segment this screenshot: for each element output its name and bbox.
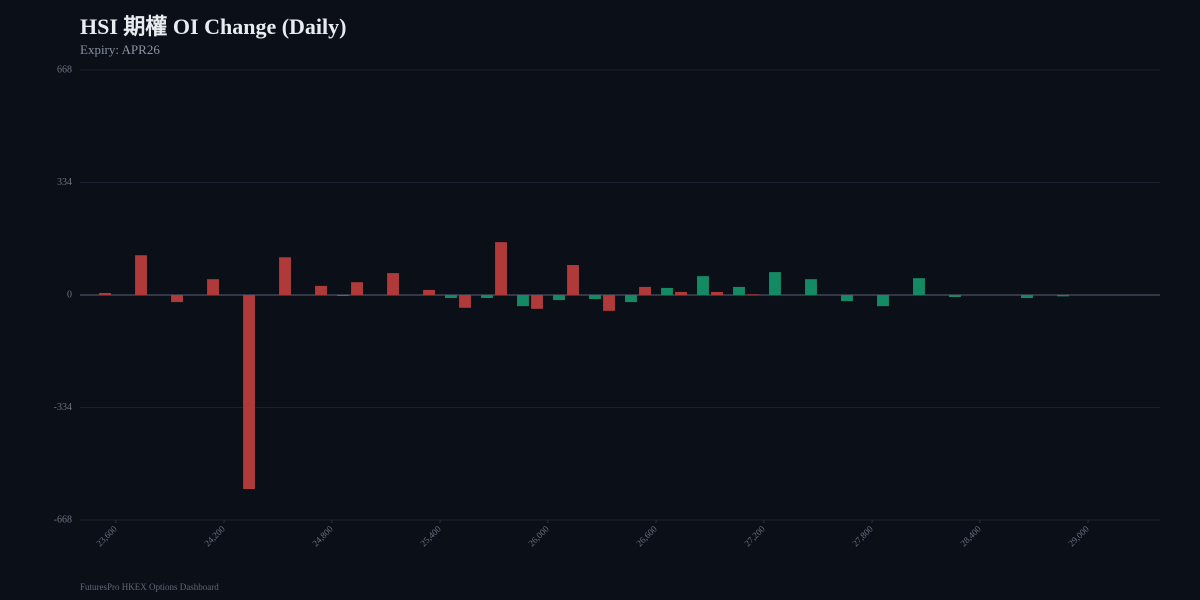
- x-tick-label: 25,400: [418, 523, 443, 548]
- chart-title: HSI 期權 OI Change (Daily): [80, 14, 346, 39]
- bar: [553, 295, 565, 301]
- bar: [567, 265, 579, 295]
- bar: [517, 295, 529, 307]
- bar: [913, 278, 925, 295]
- x-tick-label: 26,600: [634, 523, 659, 548]
- bar: [711, 291, 723, 295]
- bar: [639, 286, 651, 295]
- bar: [135, 255, 147, 295]
- bar: [697, 276, 709, 295]
- x-tick-label: 29,000: [1066, 523, 1091, 548]
- chart-subtitle: Expiry: APR26: [80, 42, 160, 57]
- bar: [1057, 295, 1069, 297]
- x-tick-label: 23,600: [94, 523, 119, 548]
- bar: [337, 295, 349, 297]
- bar: [387, 273, 399, 295]
- bar: [589, 295, 601, 300]
- bar: [661, 287, 673, 295]
- x-tick-label: 27,800: [850, 523, 875, 548]
- bar: [171, 295, 183, 303]
- x-tick-label: 28,400: [958, 523, 983, 548]
- bar: [675, 291, 687, 295]
- y-tick-label: 334: [57, 177, 72, 188]
- y-tick-label: 0: [67, 289, 72, 300]
- bar: [243, 295, 255, 490]
- bar: [445, 295, 457, 299]
- bar: [495, 242, 507, 295]
- bar: [279, 257, 291, 295]
- bar: [805, 279, 817, 295]
- x-tick-label: 26,000: [526, 523, 551, 548]
- x-tick-label: 24,800: [310, 523, 335, 548]
- bar: [531, 295, 543, 309]
- bar: [459, 295, 471, 308]
- x-tick-label: 27,200: [742, 523, 767, 548]
- bar: [603, 295, 615, 311]
- x-tick-label: 24,200: [202, 523, 227, 548]
- bar: [351, 282, 363, 295]
- bar: [769, 272, 781, 295]
- bar: [207, 279, 219, 295]
- bar: [625, 295, 637, 303]
- y-tick-label: 668: [57, 64, 72, 75]
- bar: [877, 295, 889, 307]
- bar: [733, 286, 745, 295]
- bar: [423, 289, 435, 295]
- bar: [315, 285, 327, 295]
- bar: [481, 295, 493, 299]
- bar: [841, 295, 853, 302]
- bar: [99, 292, 111, 295]
- bar: [949, 295, 961, 298]
- footer: FuturesPro HKEX Options Dashboard: [80, 582, 219, 592]
- bar: [747, 294, 759, 295]
- y-tick-label: -334: [54, 402, 72, 413]
- y-tick-label: -668: [54, 514, 72, 525]
- bar: [1021, 295, 1033, 299]
